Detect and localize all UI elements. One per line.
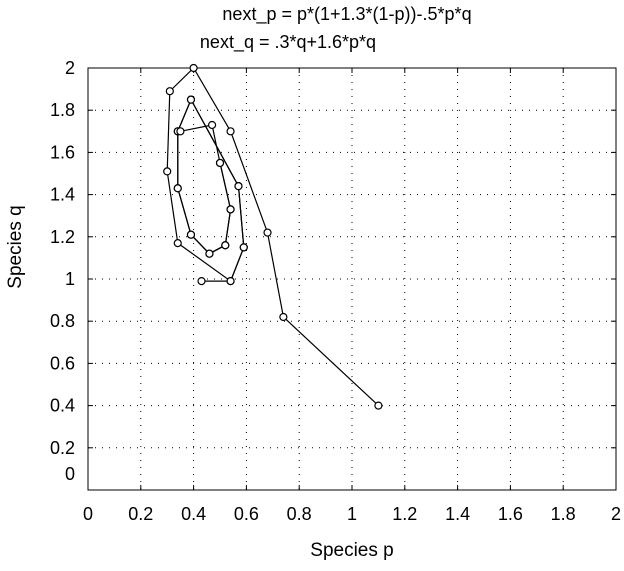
data-point bbox=[263, 228, 272, 237]
data-point bbox=[163, 167, 172, 176]
data-point bbox=[205, 249, 214, 258]
y-tick-label: 0 bbox=[65, 464, 75, 484]
data-point bbox=[226, 205, 235, 214]
grid bbox=[88, 68, 616, 490]
x-tick-label: 0 bbox=[83, 504, 93, 524]
x-axis-tick-labels: 0 0.2 0.4 0.6 0.8 1 1.2 1.4 1.6 1.8 2 bbox=[83, 504, 621, 524]
x-tick-label: 0.6 bbox=[234, 504, 259, 524]
y-tick-label: 0.4 bbox=[50, 396, 75, 416]
x-axis-label: Species p bbox=[310, 540, 393, 561]
data-point bbox=[239, 243, 248, 252]
y-tick-label: 0.6 bbox=[50, 353, 75, 373]
y-axis-tick-labels: 0 0.2 0.4 0.6 0.8 1 1.2 1.4 1.6 1.8 2 bbox=[50, 58, 75, 484]
data-point bbox=[234, 182, 243, 191]
data-point bbox=[189, 63, 198, 73]
x-tick-label: 1.4 bbox=[445, 504, 470, 524]
data-point bbox=[215, 158, 225, 168]
x-tick-label: 0.4 bbox=[181, 504, 206, 524]
data-point bbox=[176, 127, 185, 136]
y-tick-label: 1 bbox=[65, 269, 75, 289]
x-tick-label: 1.6 bbox=[498, 504, 523, 524]
title-line-1: next_p = p*(1+1.3*(1-p))-.5*p*q bbox=[222, 4, 471, 25]
data-point bbox=[165, 87, 174, 96]
title-line-2: next_q = .3*q+1.6*p*q bbox=[200, 32, 376, 53]
y-tick-label: 0.2 bbox=[50, 438, 75, 458]
y-tick-label: 1.4 bbox=[50, 185, 75, 205]
y-tick-label: 1.2 bbox=[50, 227, 75, 247]
data-point bbox=[374, 401, 383, 410]
data-point bbox=[226, 127, 235, 136]
y-tick-label: 1.6 bbox=[50, 142, 75, 162]
x-tick-label: 1.2 bbox=[392, 504, 417, 524]
x-tick-label: 1 bbox=[347, 504, 357, 524]
data-point bbox=[221, 241, 230, 250]
x-tick-label: 0.2 bbox=[128, 504, 153, 524]
y-tick-label: 1.8 bbox=[50, 100, 75, 120]
data-point bbox=[197, 277, 206, 286]
series-line bbox=[166, 67, 379, 407]
y-axis-label: Species q bbox=[5, 205, 26, 288]
x-tick-label: 1.8 bbox=[551, 504, 576, 524]
data-point bbox=[173, 239, 182, 248]
data-point bbox=[226, 277, 235, 286]
series-line bbox=[177, 98, 245, 282]
x-tick-label: 0.8 bbox=[287, 504, 312, 524]
data-point bbox=[207, 120, 217, 130]
data-point bbox=[173, 184, 182, 193]
chart-title: next_p = p*(1+1.3*(1-p))-.5*p*q next_q =… bbox=[200, 4, 472, 53]
data-series bbox=[163, 63, 383, 410]
y-tick-label: 2 bbox=[65, 58, 75, 78]
x-tick-label: 2 bbox=[611, 504, 621, 524]
data-point bbox=[186, 95, 196, 104]
data-point bbox=[186, 230, 196, 239]
data-point bbox=[279, 312, 288, 322]
y-tick-label: 0.8 bbox=[50, 311, 75, 331]
